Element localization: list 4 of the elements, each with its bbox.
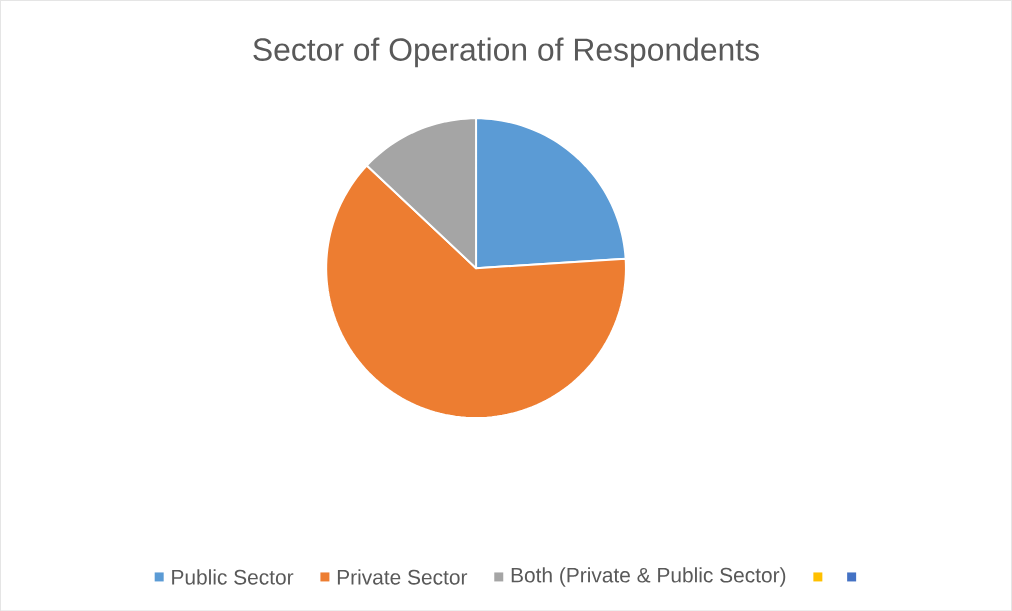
legend-label: Public Sector — [172, 569, 294, 585]
legend-label: Both (Private & Public Sector) — [511, 567, 786, 587]
legend-label: Private Sector — [337, 569, 468, 585]
chart-title: Sector of Operation of Respondents — [253, 37, 759, 68]
